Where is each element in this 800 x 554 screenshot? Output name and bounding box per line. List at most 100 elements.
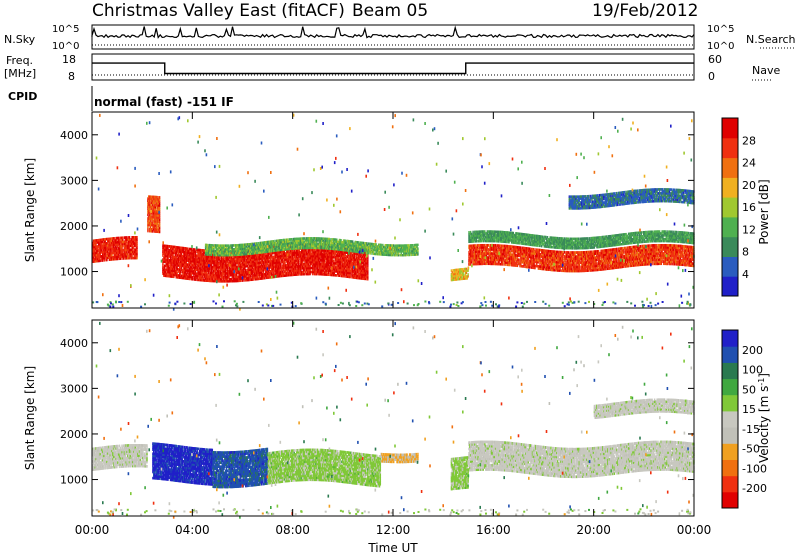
power-cell xyxy=(272,251,275,255)
power-cell xyxy=(318,254,321,258)
power-cell xyxy=(192,276,194,279)
power-cell xyxy=(175,265,178,269)
power-cell xyxy=(200,270,203,274)
power-cell xyxy=(219,270,221,273)
power-cell xyxy=(200,251,203,254)
power-cell xyxy=(337,252,339,255)
power-cell xyxy=(184,247,186,250)
power-cell xyxy=(124,250,127,254)
power-cell xyxy=(107,246,109,249)
power-cell xyxy=(157,208,159,211)
power-cell xyxy=(215,258,218,261)
power-cell xyxy=(197,264,199,268)
power-cell xyxy=(174,269,177,273)
power-cell xyxy=(236,261,239,265)
power-cell xyxy=(294,255,296,258)
power-cell xyxy=(210,275,213,279)
power-cell xyxy=(328,253,331,257)
power-cell xyxy=(269,256,271,259)
power-cell xyxy=(288,251,290,255)
power-cell xyxy=(148,205,150,209)
power-cell xyxy=(260,263,263,266)
power-cell xyxy=(96,247,98,251)
power-cell xyxy=(114,243,117,246)
power-cell xyxy=(153,197,156,201)
power-cell xyxy=(238,273,240,277)
power-cell xyxy=(315,256,317,260)
power-cell xyxy=(291,255,294,259)
power-cell xyxy=(92,260,94,263)
power-cell xyxy=(174,259,177,263)
power-cell xyxy=(238,271,240,275)
power-cell xyxy=(218,258,220,261)
power-cell xyxy=(153,209,155,213)
power-cell xyxy=(254,264,256,267)
power-cell xyxy=(341,252,343,256)
power-cell xyxy=(180,276,183,280)
power-cell xyxy=(173,267,176,271)
power-cell xyxy=(211,251,214,255)
power-cell xyxy=(199,256,202,260)
power-cell xyxy=(112,243,114,247)
power-cell xyxy=(265,260,268,264)
power-cell xyxy=(209,279,212,283)
power-cell xyxy=(297,257,300,260)
power-cell xyxy=(315,272,317,276)
power-cell xyxy=(197,272,199,276)
power-cell xyxy=(211,261,214,265)
power-cell xyxy=(321,253,323,256)
power-cell xyxy=(272,273,275,277)
power-cell xyxy=(200,256,203,260)
power-cell xyxy=(176,268,178,271)
power-cell xyxy=(277,267,280,270)
power-cell xyxy=(133,250,136,254)
power-cell xyxy=(165,258,168,262)
power-cell xyxy=(219,276,221,279)
power-cell xyxy=(282,260,285,264)
power-cell xyxy=(113,257,116,261)
power-cell xyxy=(101,255,103,258)
power-cell xyxy=(182,250,184,254)
power-cell xyxy=(308,242,311,246)
power-cell xyxy=(239,271,241,275)
power-cell xyxy=(343,275,346,278)
power-cell xyxy=(244,277,246,280)
power-cell xyxy=(315,262,317,266)
power-cell xyxy=(281,246,284,250)
power-cell xyxy=(316,272,318,276)
power-cell xyxy=(323,251,326,254)
power-cell xyxy=(328,267,331,271)
power-cell xyxy=(321,269,323,272)
power-cell xyxy=(301,251,303,254)
power-cell xyxy=(238,259,240,263)
power-cell xyxy=(92,250,94,253)
power-cell xyxy=(302,272,305,276)
power-cell xyxy=(184,271,187,274)
power-cell xyxy=(245,249,247,252)
power-cell xyxy=(118,240,121,244)
power-cell xyxy=(168,273,171,276)
power-cell xyxy=(162,268,164,271)
power-cell xyxy=(97,253,99,257)
power-cell xyxy=(237,275,239,279)
power-cell xyxy=(204,257,207,260)
power-cell xyxy=(174,247,177,251)
power-cell xyxy=(225,258,228,261)
power-cell xyxy=(306,250,308,254)
power-cell xyxy=(343,257,346,260)
power-cell xyxy=(147,205,149,209)
power-cell xyxy=(93,251,96,255)
power-cell xyxy=(136,242,138,245)
power-cell xyxy=(214,275,216,279)
power-cell xyxy=(237,263,239,267)
power-cell xyxy=(189,257,192,261)
power-cell xyxy=(233,257,235,261)
power-cell xyxy=(321,259,324,262)
power-cell xyxy=(157,202,159,205)
power-cell xyxy=(185,269,188,272)
power-cell xyxy=(102,246,105,250)
power-cell xyxy=(340,252,342,256)
power-cell xyxy=(261,259,264,262)
power-cell xyxy=(244,251,246,254)
power-cell xyxy=(323,261,326,264)
